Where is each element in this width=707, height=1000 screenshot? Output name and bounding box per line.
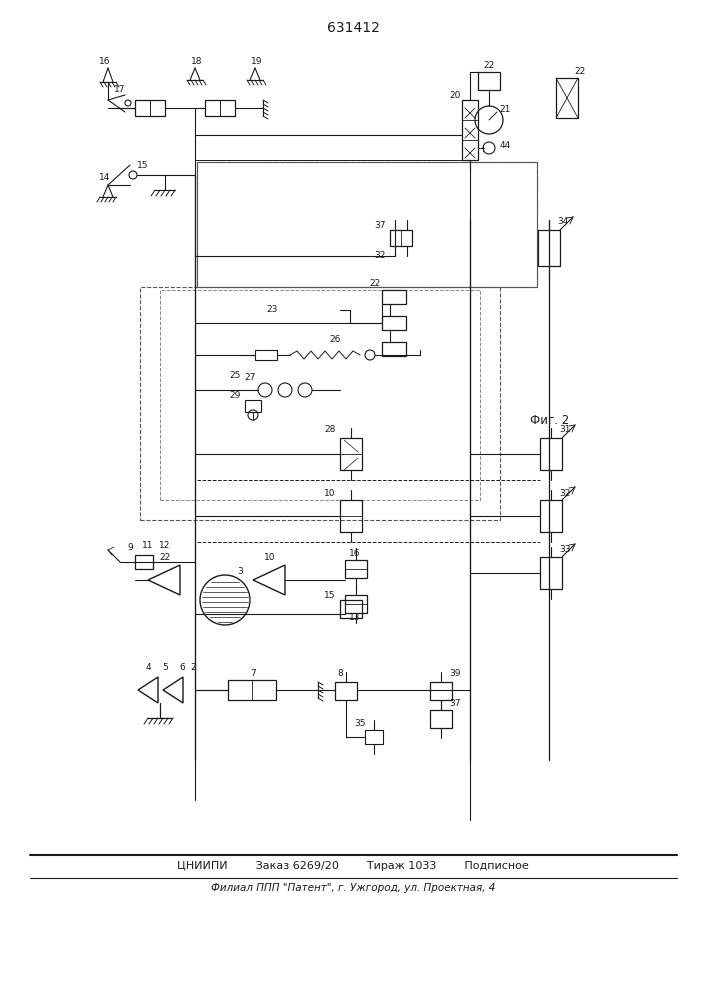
Bar <box>197 162 537 287</box>
Text: 10: 10 <box>264 554 276 562</box>
Text: 37: 37 <box>449 698 461 708</box>
Bar <box>462 100 478 160</box>
Text: ЦНИИПИ        Заказ 6269/20        Тираж 1033        Подписное: ЦНИИПИ Заказ 6269/20 Тираж 1033 Подписно… <box>177 861 529 871</box>
Bar <box>197 162 537 287</box>
Bar <box>556 78 578 118</box>
Text: 32: 32 <box>374 251 386 260</box>
Text: 9: 9 <box>127 544 133 552</box>
Text: 29: 29 <box>229 390 240 399</box>
Text: 4: 4 <box>145 664 151 672</box>
Bar <box>382 290 406 304</box>
Text: 22: 22 <box>159 554 170 562</box>
Text: 26: 26 <box>329 336 341 344</box>
Bar <box>340 500 362 532</box>
Bar <box>365 730 383 744</box>
Bar <box>205 100 235 116</box>
Text: 33: 33 <box>559 546 571 554</box>
Bar <box>430 682 452 700</box>
Text: 2: 2 <box>190 664 196 672</box>
Bar <box>345 595 367 613</box>
Bar <box>540 438 562 470</box>
Text: Филиал ППП "Патент", г. Ужгород, ул. Проектная, 4: Филиал ППП "Патент", г. Ужгород, ул. Про… <box>211 883 495 893</box>
Bar <box>340 438 362 470</box>
Text: 3: 3 <box>237 568 243 576</box>
Text: 39: 39 <box>449 670 461 678</box>
Text: 34: 34 <box>557 218 568 227</box>
Bar <box>245 400 261 412</box>
Bar <box>382 316 406 330</box>
Text: 15: 15 <box>137 160 148 169</box>
Bar <box>135 555 153 569</box>
Text: 22: 22 <box>369 279 380 288</box>
Bar <box>160 290 480 500</box>
Text: 27: 27 <box>245 373 256 382</box>
Bar <box>478 72 500 90</box>
Text: 16: 16 <box>99 57 111 66</box>
Text: 28: 28 <box>325 426 336 434</box>
Bar <box>540 500 562 532</box>
Text: 20: 20 <box>450 91 461 100</box>
Bar <box>430 710 452 728</box>
Bar <box>340 600 362 618</box>
Text: 8: 8 <box>337 670 343 678</box>
Text: 10: 10 <box>325 488 336 497</box>
Text: 22: 22 <box>574 68 585 77</box>
Text: 14: 14 <box>99 174 111 182</box>
Text: 21: 21 <box>499 105 510 114</box>
Text: Фиг. 2: Фиг. 2 <box>530 414 569 426</box>
Bar <box>538 230 560 266</box>
Text: 13: 13 <box>349 613 361 622</box>
Bar <box>140 287 500 520</box>
Text: 6: 6 <box>179 664 185 672</box>
Bar <box>335 682 357 700</box>
Bar <box>135 100 165 116</box>
Bar <box>228 680 276 700</box>
Text: 11: 11 <box>142 540 153 550</box>
Text: 31: 31 <box>559 426 571 434</box>
Text: 23: 23 <box>267 306 278 314</box>
Text: 44: 44 <box>499 140 510 149</box>
Text: 12: 12 <box>159 540 170 550</box>
Text: 631412: 631412 <box>327 21 380 35</box>
Bar <box>345 560 367 578</box>
Text: 17: 17 <box>115 86 126 95</box>
Text: 32: 32 <box>559 488 571 497</box>
Text: 7: 7 <box>250 668 256 678</box>
Bar <box>540 557 562 589</box>
Text: 18: 18 <box>192 57 203 66</box>
Bar <box>255 350 277 360</box>
Bar <box>390 230 412 246</box>
Text: 37: 37 <box>374 221 386 230</box>
Text: 25: 25 <box>229 370 240 379</box>
Text: 5: 5 <box>162 664 168 672</box>
Text: 19: 19 <box>251 57 263 66</box>
Text: 15: 15 <box>325 590 336 599</box>
Text: 22: 22 <box>484 60 495 70</box>
Text: 35: 35 <box>354 720 366 728</box>
Text: 16: 16 <box>349 548 361 558</box>
Bar <box>382 342 406 356</box>
